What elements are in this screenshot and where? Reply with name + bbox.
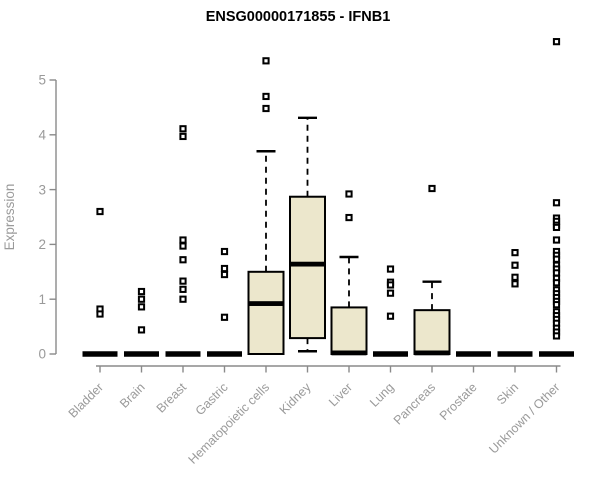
collapsed-median-bar	[373, 351, 408, 357]
outlier-point	[179, 277, 187, 285]
y-tick-label: 0	[38, 347, 46, 362]
x-tick-label: Pancreas	[391, 380, 438, 427]
outlier-point	[386, 281, 395, 289]
outlier-point	[552, 38, 561, 46]
outlier-point	[511, 273, 519, 281]
outlier-point	[552, 269, 561, 277]
outlier-point	[511, 249, 519, 257]
outlier-point	[220, 270, 229, 279]
outlier-point	[511, 261, 519, 269]
outlier-point	[220, 247, 229, 256]
collapsed-median-bar	[124, 351, 159, 357]
outlier-point	[552, 255, 561, 263]
outlier-point	[386, 289, 395, 297]
outlier-point	[386, 312, 395, 320]
box	[247, 270, 285, 355]
outlier-point	[137, 303, 146, 311]
outlier-point	[179, 132, 187, 141]
outlier-point	[179, 295, 187, 303]
outlier-point	[552, 199, 561, 207]
outlier-point	[345, 190, 353, 198]
box	[330, 306, 368, 356]
x-tick-label: Skin	[494, 380, 521, 407]
outlier-point	[179, 256, 187, 264]
y-axis-title: Expression	[2, 184, 17, 251]
x-tick-label: Liver	[326, 380, 355, 409]
x-tick-label: Lung	[367, 380, 397, 410]
outlier-point	[179, 125, 187, 133]
x-tick-label: Bladder	[66, 380, 106, 420]
outlier-point	[511, 280, 519, 288]
outlier-point	[262, 57, 270, 65]
y-tick-label: 2	[38, 237, 46, 252]
outlier-point	[552, 223, 561, 232]
x-tick-label: Gastric	[193, 380, 231, 418]
outlier-point	[428, 184, 436, 193]
outlier-point	[137, 295, 146, 303]
median-line	[414, 350, 450, 356]
outlier-point	[179, 285, 187, 293]
collapsed-median-bar	[207, 351, 242, 357]
box	[413, 309, 451, 356]
y-tick-label: 5	[38, 73, 46, 88]
collapsed-median-bar	[497, 351, 533, 357]
outlier-point	[552, 301, 561, 309]
collapsed-median-bar	[165, 351, 201, 357]
box	[289, 195, 326, 340]
collapsed-median-bar	[82, 351, 118, 357]
x-tick-label: Unknown / Other	[486, 380, 562, 456]
outlier-point	[137, 326, 146, 334]
y-tick-label: 1	[38, 292, 46, 307]
outlier-point	[345, 213, 353, 222]
outlier-point	[552, 236, 561, 244]
chart-title: ENSG00000171855 - IFNB1	[206, 9, 391, 25]
outlier-point	[220, 264, 229, 273]
outlier-point	[386, 265, 395, 273]
outlier-point	[137, 287, 146, 296]
outlier-point	[552, 332, 561, 340]
collapsed-median-bar	[456, 351, 491, 357]
outlier-point	[262, 104, 270, 113]
outlier-point	[96, 207, 104, 216]
outlier-point	[179, 242, 187, 250]
outlier-point	[179, 236, 187, 244]
x-tick-label: Hematopoietic cells	[186, 380, 273, 467]
median-line	[248, 301, 284, 306]
collapsed-median-bar	[539, 351, 574, 357]
plot-elements: 0 1 2 3 4 5 Bladder Brain Breast GastricHematopoi…	[38, 38, 574, 467]
median-line	[290, 261, 325, 267]
outlier-point	[220, 313, 229, 321]
x-tick-label: Breast	[154, 380, 190, 416]
x-tick-label: Kidney	[277, 380, 314, 417]
outlier-point	[552, 279, 561, 287]
outlier-point	[96, 310, 104, 318]
y-tick-label: 4	[38, 128, 46, 143]
median-line	[331, 350, 367, 356]
x-tick-label: Brain	[117, 380, 148, 411]
x-tick-label: Prostate	[437, 380, 480, 423]
outlier-point	[262, 92, 270, 101]
y-tick-label: 3	[38, 182, 46, 197]
